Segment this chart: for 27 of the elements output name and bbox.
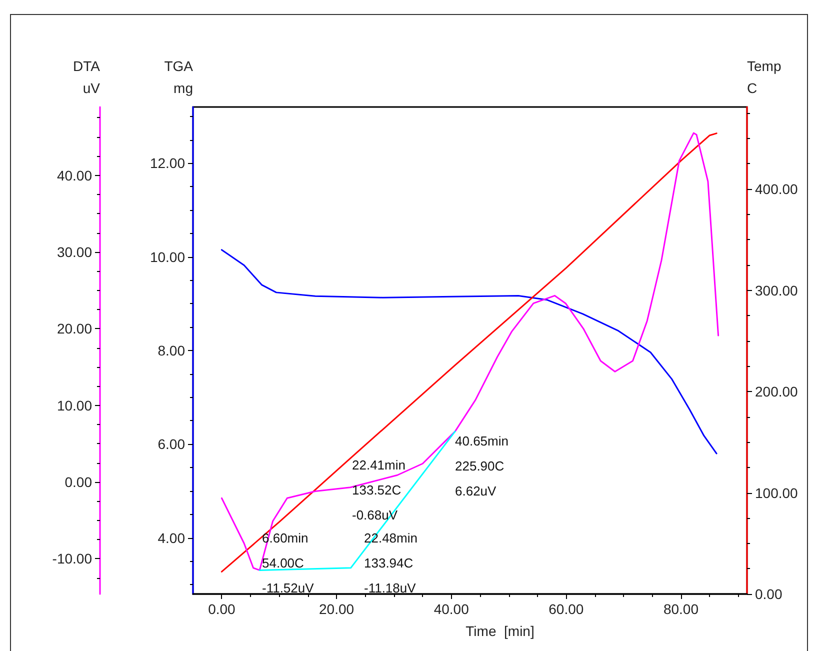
y3-axis-title: DTA uV — [73, 58, 101, 96]
y2-axis-title: Temp C — [747, 58, 782, 96]
y-tick-label: 4.00 — [158, 530, 186, 546]
y-tick-label: 10.00 — [150, 248, 186, 265]
x-axis-title: Time [min] — [466, 623, 534, 639]
annotation: 40.65min 225.90C 6.62uV — [455, 434, 508, 498]
y3-tick-label: 30.00 — [56, 244, 92, 260]
x-tick-label: 40.00 — [434, 601, 470, 617]
y2-tick-label: 0.00 — [755, 586, 782, 602]
y-tick-label: 12.00 — [150, 155, 186, 172]
x-tick-label: 60.00 — [548, 601, 584, 617]
y-axis-title: TGA mg — [164, 58, 194, 96]
y-tick-label: 6.00 — [158, 436, 186, 452]
y3-tick-label: 10.00 — [56, 397, 92, 414]
y3-tick-label: -10.00 — [52, 550, 92, 567]
y2-tick-label: 300.00 — [755, 282, 798, 298]
x-tick-label: 20.00 — [319, 601, 354, 617]
y2-tick-label: 400.00 — [755, 181, 798, 198]
y3-tick-label: 0.00 — [64, 474, 92, 490]
y3-tick-label: 20.00 — [56, 320, 92, 337]
y-tick-label: 8.00 — [158, 342, 186, 358]
y2-tick-label: 100.00 — [755, 484, 798, 501]
x-tick-label: 80.00 — [663, 601, 699, 617]
y2-tick-label: 200.00 — [755, 384, 798, 400]
y3-tick-label: 40.00 — [56, 167, 92, 184]
line-series — [220, 249, 718, 454]
x-tick-label: 0.00 — [208, 601, 236, 617]
